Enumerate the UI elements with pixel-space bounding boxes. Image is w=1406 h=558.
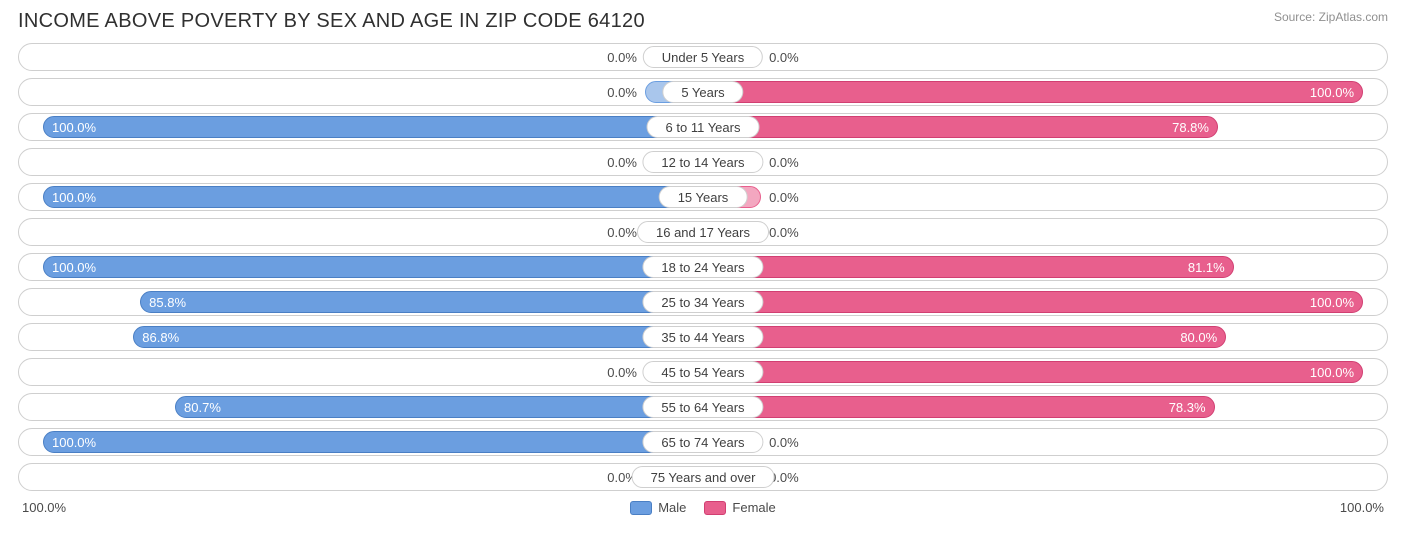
male-value: 0.0% <box>607 44 637 70</box>
chart-row: 100.0% 78.8% 6 to 11 Years <box>18 113 1388 141</box>
female-bar: 100.0% <box>679 291 1363 313</box>
male-value: 100.0% <box>52 187 96 207</box>
male-value: 85.8% <box>149 292 186 312</box>
female-value: 81.1% <box>1188 257 1225 277</box>
age-label: 5 Years <box>662 81 743 103</box>
female-bar: 100.0% <box>679 81 1363 103</box>
male-value: 0.0% <box>607 149 637 175</box>
male-value: 0.0% <box>607 219 637 245</box>
chart-row: 0.0% 100.0% 5 Years <box>18 78 1388 106</box>
axis-right-label: 100.0% <box>1340 500 1384 515</box>
chart-row: 100.0% 0.0% 15 Years <box>18 183 1388 211</box>
male-bar: 100.0% <box>43 186 727 208</box>
female-bar: 100.0% <box>679 361 1363 383</box>
legend-male: Male <box>630 500 686 515</box>
chart-row: 0.0%0.0%12 to 14 Years <box>18 148 1388 176</box>
age-label: 16 and 17 Years <box>637 221 769 243</box>
chart-header: INCOME ABOVE POVERTY BY SEX AND AGE IN Z… <box>0 0 1406 39</box>
male-bar: 100.0% <box>43 256 727 278</box>
legend-female-label: Female <box>732 500 775 515</box>
legend-female-swatch <box>704 501 726 515</box>
female-value: 0.0% <box>769 44 799 70</box>
female-value: 80.0% <box>1180 327 1217 347</box>
age-label: 15 Years <box>659 186 748 208</box>
male-bar: 100.0% <box>43 116 727 138</box>
male-value: 100.0% <box>52 432 96 452</box>
male-bar: 86.8% <box>133 326 727 348</box>
age-label: 45 to 54 Years <box>642 361 763 383</box>
female-value: 100.0% <box>1310 82 1354 102</box>
chart-source: Source: ZipAtlas.com <box>1274 10 1388 24</box>
female-value: 0.0% <box>769 184 799 210</box>
chart-row: 85.8% 100.0% 25 to 34 Years <box>18 288 1388 316</box>
age-label: 12 to 14 Years <box>642 151 763 173</box>
age-label: 55 to 64 Years <box>642 396 763 418</box>
age-label: 18 to 24 Years <box>642 256 763 278</box>
axis-left-label: 100.0% <box>22 500 66 515</box>
chart-footer: 100.0% Male Female 100.0% <box>0 498 1406 515</box>
age-label: 65 to 74 Years <box>642 431 763 453</box>
female-bar: 78.8% <box>679 116 1218 138</box>
chart-row: 100.0% 81.1% 18 to 24 Years <box>18 253 1388 281</box>
female-value: 100.0% <box>1310 362 1354 382</box>
male-value: 100.0% <box>52 257 96 277</box>
female-value: 0.0% <box>769 149 799 175</box>
chart-row: 0.0% 100.0% 45 to 54 Years <box>18 358 1388 386</box>
female-value: 78.3% <box>1169 397 1206 417</box>
chart-row: 0.0% 0.0% Under 5 Years <box>18 43 1388 71</box>
male-bar: 100.0% <box>43 431 727 453</box>
age-label: 25 to 34 Years <box>642 291 763 313</box>
legend-female: Female <box>704 500 775 515</box>
age-label: Under 5 Years <box>643 46 763 68</box>
age-label: 75 Years and over <box>632 466 775 488</box>
age-label: 6 to 11 Years <box>647 116 760 138</box>
male-value: 80.7% <box>184 397 221 417</box>
male-value: 0.0% <box>607 359 637 385</box>
chart-row: 0.0% 0.0%16 and 17 Years <box>18 218 1388 246</box>
female-value: 78.8% <box>1172 117 1209 137</box>
chart-title: INCOME ABOVE POVERTY BY SEX AND AGE IN Z… <box>18 10 645 33</box>
chart-row: 100.0% 0.0% 65 to 74 Years <box>18 428 1388 456</box>
male-bar: 85.8% <box>140 291 727 313</box>
male-value: 0.0% <box>607 79 637 105</box>
female-value: 0.0% <box>769 219 799 245</box>
chart-row: 0.0%0.0%75 Years and over <box>18 463 1388 491</box>
legend-male-label: Male <box>658 500 686 515</box>
male-value: 100.0% <box>52 117 96 137</box>
legend-male-swatch <box>630 501 652 515</box>
male-value: 86.8% <box>142 327 179 347</box>
age-label: 35 to 44 Years <box>642 326 763 348</box>
chart-row: 80.7% 78.3% 55 to 64 Years <box>18 393 1388 421</box>
legend: Male Female <box>630 500 776 515</box>
female-value: 100.0% <box>1310 292 1354 312</box>
diverging-bar-chart: 0.0% 0.0% Under 5 Years 0.0% 100.0% 5 Years 10… <box>0 39 1406 491</box>
chart-row: 86.8% 80.0% 35 to 44 Years <box>18 323 1388 351</box>
female-value: 0.0% <box>769 429 799 455</box>
